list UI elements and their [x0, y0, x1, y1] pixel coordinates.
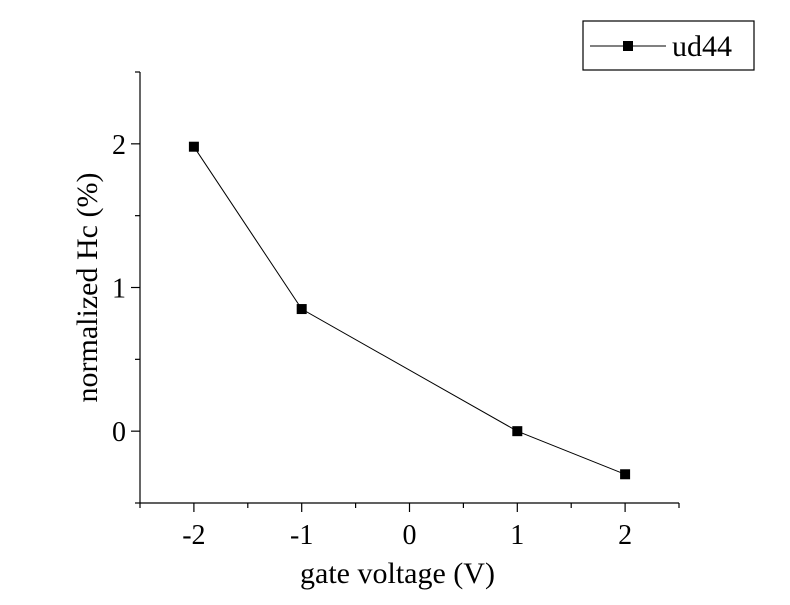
y-tick-label: 2 — [112, 130, 126, 161]
x-tick-label: -2 — [182, 520, 205, 551]
y-tick-label: 1 — [112, 274, 126, 305]
series-layer — [188, 141, 631, 480]
data-point — [512, 426, 523, 437]
legend-label: ud44 — [672, 30, 732, 63]
x-tick-label: 1 — [510, 520, 524, 551]
data-point — [620, 469, 631, 480]
data-point — [296, 304, 307, 315]
y-axis-title: normalized Hc (%) — [71, 173, 104, 403]
plot-area: -2 -1 0 1 2 0 1 2 — [112, 71, 680, 551]
data-point — [188, 141, 199, 152]
legend: ud44 — [582, 20, 755, 71]
x-ticks: -2 -1 0 1 2 — [139, 503, 680, 551]
x-tick-label: 0 — [403, 520, 417, 551]
x-tick-label: -1 — [290, 520, 313, 551]
x-tick-label: 2 — [618, 520, 632, 551]
legend-marker — [623, 41, 633, 51]
x-axis-title: gate voltage (V) — [300, 557, 495, 590]
y-ticks: 0 1 2 — [112, 71, 140, 504]
series-line — [193, 146, 626, 475]
y-tick-label: 0 — [112, 417, 126, 448]
